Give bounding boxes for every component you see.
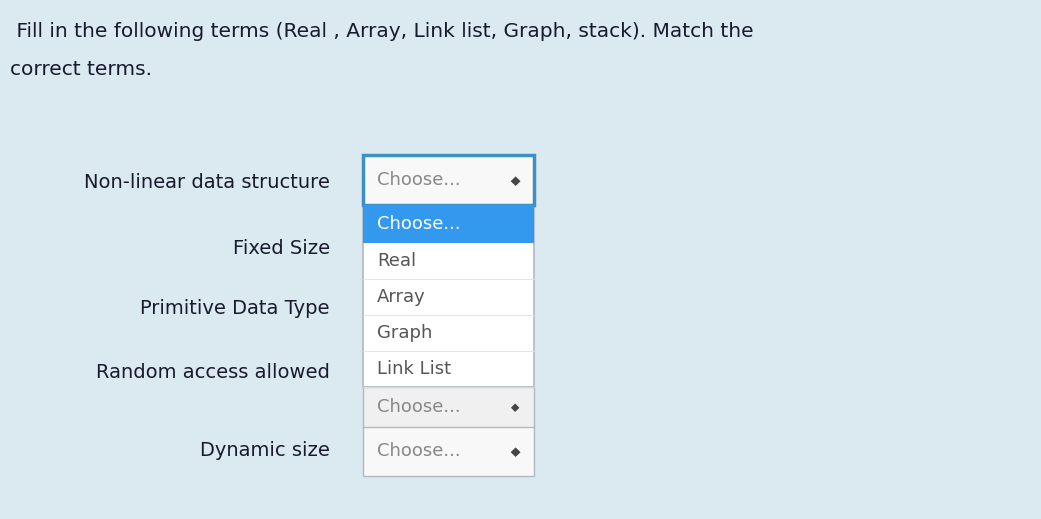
Text: correct terms.: correct terms.	[10, 60, 152, 79]
Bar	[363, 205, 534, 243]
Text: Choose...: Choose...	[377, 442, 460, 460]
Text: Graph: Graph	[377, 324, 432, 342]
Text: Random access allowed: Random access allowed	[96, 363, 330, 383]
Text: Choose...: Choose...	[377, 171, 460, 189]
Bar	[363, 205, 534, 387]
Text: Non-linear data structure: Non-linear data structure	[84, 173, 330, 193]
Bar	[363, 426, 534, 476]
Text: Real: Real	[377, 252, 416, 270]
Bar	[363, 155, 534, 205]
Text: Primitive Data Type: Primitive Data Type	[141, 298, 330, 318]
Text: Fixed Size: Fixed Size	[233, 239, 330, 257]
Text: ◆: ◆	[511, 403, 520, 411]
Text: Choose...: Choose...	[377, 398, 460, 416]
Bar	[363, 387, 534, 427]
Text: ◆: ◆	[509, 175, 523, 185]
Text: Dynamic size: Dynamic size	[200, 442, 330, 460]
Text: Fill in the following terms (Real , Array, Link list, Graph, stack). Match the: Fill in the following terms (Real , Arra…	[10, 22, 754, 41]
Text: Choose...: Choose...	[377, 215, 460, 233]
Text: ◆: ◆	[509, 446, 523, 456]
Text: Link List: Link List	[377, 360, 451, 378]
Text: Array: Array	[377, 288, 426, 306]
